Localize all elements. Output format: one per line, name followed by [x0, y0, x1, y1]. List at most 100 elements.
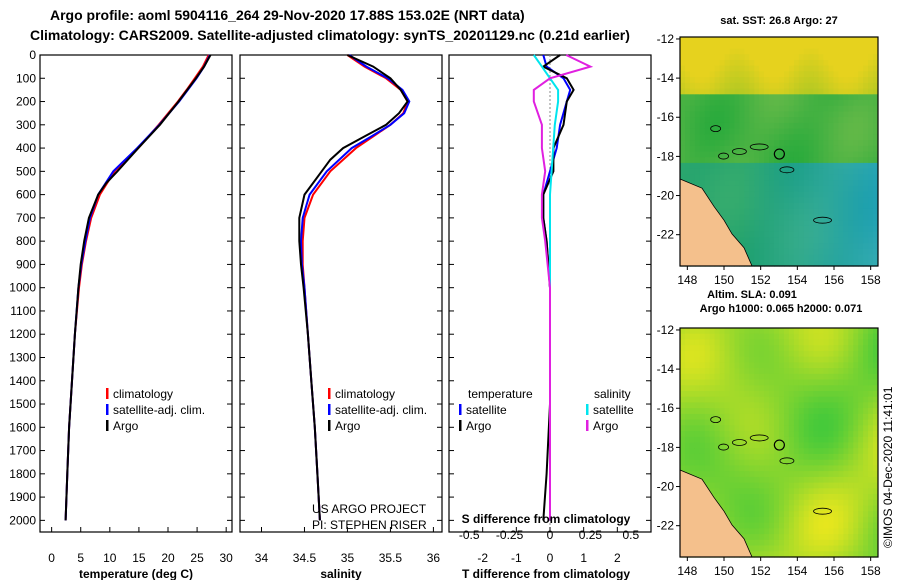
- map-cell: [798, 145, 805, 153]
- map-cell: [848, 128, 854, 135]
- map-cell: [784, 505, 790, 512]
- map-cell: [823, 408, 829, 415]
- map-cell: [838, 516, 844, 524]
- map-cell: [808, 42, 815, 49]
- map-cell: [724, 356, 730, 363]
- map-cell: [779, 203, 785, 210]
- map-cell: [709, 77, 716, 84]
- map-cell: [823, 197, 829, 204]
- map-cell: [739, 402, 745, 409]
- map-cell: [709, 431, 716, 438]
- map-cell: [813, 499, 820, 507]
- map-cell: [838, 94, 844, 101]
- map-cell: [759, 345, 765, 352]
- map-cell: [759, 208, 765, 216]
- map-cell: [863, 534, 869, 541]
- map-cell: [685, 368, 691, 375]
- map-cell: [858, 185, 864, 193]
- map-cell: [724, 494, 730, 501]
- map-cell: [843, 42, 849, 49]
- map-cell: [774, 402, 780, 409]
- map-cell: [863, 151, 869, 158]
- map-cell: [868, 471, 874, 478]
- map-cell: [873, 140, 879, 147]
- map-cell: [833, 59, 839, 67]
- map-cell: [798, 471, 805, 478]
- map-cell: [818, 140, 825, 147]
- map-cell: [764, 157, 770, 164]
- map-cell: [803, 402, 810, 409]
- map-cell: [769, 328, 775, 335]
- map-cell: [685, 42, 691, 49]
- map-cell: [724, 185, 730, 193]
- map-cell: [838, 191, 844, 198]
- map-cell: [689, 328, 696, 335]
- map-cell: [858, 551, 864, 558]
- map-cell: [774, 162, 780, 170]
- map-cell: [798, 128, 805, 135]
- map-cell: [858, 208, 864, 216]
- map-cell: [848, 356, 854, 363]
- map-cell: [779, 350, 785, 358]
- map-cell: [784, 362, 790, 369]
- map-cell: [784, 465, 790, 472]
- map-cell: [853, 505, 859, 512]
- map-cell: [754, 453, 760, 461]
- map-cell: [714, 368, 721, 375]
- map-cell: [858, 37, 864, 44]
- map-cell: [833, 448, 839, 455]
- map-cell: [774, 482, 780, 489]
- map-cell: [769, 373, 775, 381]
- map-cell: [709, 185, 716, 193]
- map-cell: [724, 100, 730, 107]
- map-cell: [764, 140, 770, 147]
- map-cell: [734, 191, 740, 198]
- map-cell: [729, 333, 735, 340]
- map-cell: [858, 545, 864, 552]
- map-cell: [813, 117, 820, 124]
- map-cell: [694, 431, 701, 438]
- map-cell: [833, 505, 839, 512]
- map-cell: [764, 37, 770, 44]
- map-cell: [793, 442, 800, 449]
- map-cell: [848, 545, 854, 552]
- map-cell: [848, 48, 854, 55]
- map-cell: [685, 448, 691, 455]
- map-cell: [714, 117, 721, 124]
- map-cell: [828, 100, 834, 107]
- map-cell: [694, 339, 701, 346]
- map-cell: [724, 419, 730, 426]
- map-cell: [788, 88, 795, 95]
- map-cell: [709, 145, 716, 153]
- map-cell: [793, 88, 800, 95]
- map-cell: [759, 522, 765, 529]
- temperature-x-tick-label: 30: [220, 551, 234, 565]
- map-cell: [769, 71, 775, 78]
- map-cell: [714, 402, 721, 409]
- map-cell: [754, 465, 760, 472]
- map-cell: [699, 339, 706, 346]
- map-cell: [853, 528, 859, 535]
- map-cell: [808, 59, 815, 67]
- map-cell: [680, 373, 686, 381]
- map-cell: [685, 385, 691, 392]
- map-cell: [754, 333, 760, 340]
- map-cell: [818, 488, 825, 495]
- map-cell: [808, 208, 815, 216]
- map-cell: [818, 134, 825, 141]
- map-cell: [868, 494, 874, 501]
- map-cell: [813, 465, 820, 472]
- map-cell: [843, 174, 849, 181]
- map-cell: [759, 157, 765, 164]
- map-cell: [734, 174, 740, 181]
- map-cell: [838, 459, 844, 466]
- map-cell: [694, 180, 701, 187]
- map-cell: [680, 328, 686, 335]
- map-cell: [808, 145, 815, 153]
- map-cell: [744, 516, 750, 524]
- map-cell: [739, 482, 745, 489]
- map-cell: [729, 339, 735, 346]
- map-cell: [828, 436, 834, 444]
- map-cell: [868, 465, 874, 472]
- map-cell: [689, 151, 696, 158]
